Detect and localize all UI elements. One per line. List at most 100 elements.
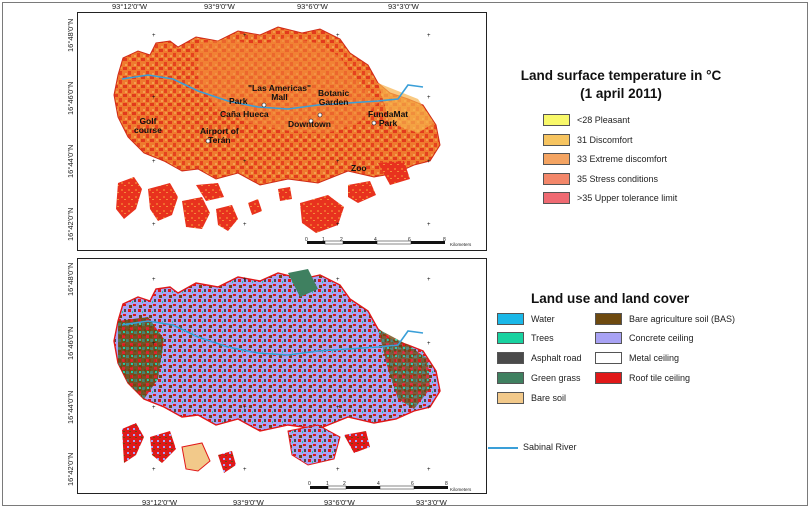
lulc-swatch bbox=[595, 352, 622, 364]
river-legend-line bbox=[488, 447, 518, 449]
y-tick-label: 16°44'0"N bbox=[66, 390, 75, 424]
svg-text:+: + bbox=[152, 277, 156, 283]
lst-swatch bbox=[543, 114, 570, 126]
y-tick-label: 16°46'0"N bbox=[66, 326, 75, 360]
svg-text:+: + bbox=[152, 405, 156, 411]
svg-text:+: + bbox=[152, 222, 156, 228]
lulc-legend-item: Concrete ceiling bbox=[595, 331, 694, 345]
river-legend-label: Sabinal River bbox=[523, 442, 577, 452]
x-tick-label: 93°6'0"W bbox=[324, 498, 355, 507]
svg-text:+: + bbox=[427, 222, 431, 228]
scale-label: 2 bbox=[340, 237, 343, 243]
scale-label: 8 bbox=[445, 481, 448, 487]
svg-text:+: + bbox=[243, 33, 247, 39]
y-tick-label: 16°48'0"N bbox=[66, 18, 75, 52]
scale-label: 0 bbox=[308, 481, 311, 487]
y-tick-label: 16°48'0"N bbox=[66, 262, 75, 296]
lst-legend-item: 33 Extreme discomfort bbox=[543, 152, 667, 166]
scale-label: 6 bbox=[408, 237, 411, 243]
lst-legend-item: >35 Upper tolerance limit bbox=[543, 191, 677, 205]
place-label-fundamat-park: FundaMat Park bbox=[368, 109, 409, 128]
place-label-americas-mall: "Las Americas" Mall bbox=[248, 83, 312, 102]
lulc-swatch bbox=[497, 313, 524, 325]
place-label-airport: Airport of Terán bbox=[200, 126, 239, 145]
lulc-legend-item: Trees bbox=[497, 331, 554, 345]
svg-text:+: + bbox=[336, 159, 340, 165]
svg-text:+: + bbox=[427, 467, 431, 473]
lulc-swatch bbox=[497, 372, 524, 384]
lst-legend-item: 31 Discomfort bbox=[543, 133, 633, 147]
svg-text:+: + bbox=[336, 33, 340, 39]
sabinal-river-line bbox=[121, 74, 424, 110]
lulc-legend-item: Asphalt road bbox=[497, 351, 582, 365]
lulc-map-graphic: + + + + + + + + + + + + + + bbox=[113, 269, 448, 490]
y-tick-label: 16°44'0"N bbox=[66, 144, 75, 178]
svg-text:+: + bbox=[243, 159, 247, 165]
svg-text:+: + bbox=[243, 222, 247, 228]
y-tick-label: 16°46'0"N bbox=[66, 81, 75, 115]
svg-text:+: + bbox=[243, 467, 247, 473]
scale-label: 4 bbox=[374, 237, 377, 243]
lst-legend-item: 35 Stress conditions bbox=[543, 172, 658, 186]
lulc-swatch bbox=[595, 332, 622, 344]
svg-text:+: + bbox=[152, 95, 156, 101]
svg-text:+: + bbox=[152, 33, 156, 39]
scale-label: 0 bbox=[305, 237, 308, 243]
x-tick-label: 93°3'0"W bbox=[388, 2, 419, 11]
scale-bar-top bbox=[307, 240, 445, 245]
place-label-park: Park bbox=[229, 96, 248, 106]
svg-text:+: + bbox=[427, 95, 431, 101]
place-label-zoo: Zoo bbox=[351, 163, 367, 173]
urban-footprint-lulc bbox=[113, 272, 441, 432]
svg-text:+: + bbox=[427, 341, 431, 347]
place-label-botanic-garden: Botanic Garden bbox=[318, 88, 350, 107]
svg-text:+: + bbox=[336, 467, 340, 473]
x-tick-label: 93°9'0"W bbox=[204, 2, 235, 11]
lulc-legend-item: Roof tile ceiling bbox=[595, 371, 690, 385]
svg-text:+: + bbox=[152, 467, 156, 473]
scale-label: 1 bbox=[326, 481, 329, 487]
lulc-swatch bbox=[497, 392, 524, 404]
lst-swatch bbox=[543, 153, 570, 165]
svg-text:+: + bbox=[336, 222, 340, 228]
scale-unit: Kilometers bbox=[450, 487, 472, 492]
scale-bar-bottom bbox=[310, 485, 448, 490]
svg-text:+: + bbox=[427, 33, 431, 39]
scale-label: 8 bbox=[443, 237, 446, 243]
lst-legend-item: <28 Pleasant bbox=[543, 113, 630, 127]
lulc-swatch bbox=[497, 332, 524, 344]
lulc-swatch bbox=[497, 352, 524, 364]
x-tick-label: 93°6'0"W bbox=[297, 2, 328, 11]
lulc-map: + + + + + + + + + + + + + + 0 1 2 4 6 8 Kilometers bbox=[77, 258, 487, 494]
svg-text:+: + bbox=[243, 277, 247, 283]
lst-map: + + + + + + + + + + + + + + 0 1 2 4 6 8 Kilometers… bbox=[77, 12, 487, 251]
svg-text:+: + bbox=[427, 405, 431, 411]
lst-map-graphic: + + + + + + + + + + + + + + bbox=[113, 26, 445, 245]
scale-label: 2 bbox=[343, 481, 346, 487]
lst-legend-subtitle: (1 april 2011) bbox=[580, 86, 662, 101]
svg-text:+: + bbox=[152, 159, 156, 165]
lst-swatch bbox=[543, 134, 570, 146]
scale-label: 4 bbox=[377, 481, 380, 487]
svg-text:+: + bbox=[152, 341, 156, 347]
scale-unit: Kilometers bbox=[450, 242, 472, 247]
lulc-legend-item: Bare soil bbox=[497, 391, 566, 405]
lulc-swatch bbox=[595, 372, 622, 384]
scale-label: 1 bbox=[322, 237, 325, 243]
lst-legend-title: Land surface temperature in °C bbox=[520, 68, 722, 83]
y-tick-label: 16°42'0"N bbox=[66, 207, 75, 241]
lulc-legend-title: Land use and land cover bbox=[531, 291, 690, 306]
place-label-cana-hueca: Caña Hueca bbox=[220, 109, 269, 119]
place-label-golf: Golf course bbox=[134, 116, 162, 135]
lulc-legend-item: Bare agriculture soil (BAS) bbox=[595, 312, 735, 326]
scale-label: 6 bbox=[411, 481, 414, 487]
svg-text:+: + bbox=[427, 277, 431, 283]
lulc-legend-item: Water bbox=[497, 312, 555, 326]
place-label-downtown: Downtown bbox=[288, 119, 331, 129]
x-tick-label: 93°12'0"W bbox=[142, 498, 178, 507]
lulc-legend-item: Green grass bbox=[497, 371, 581, 385]
lst-swatch bbox=[543, 192, 570, 204]
lulc-legend-item: Metal ceiling bbox=[595, 351, 679, 365]
x-tick-label: 93°3'0"W bbox=[416, 498, 447, 507]
